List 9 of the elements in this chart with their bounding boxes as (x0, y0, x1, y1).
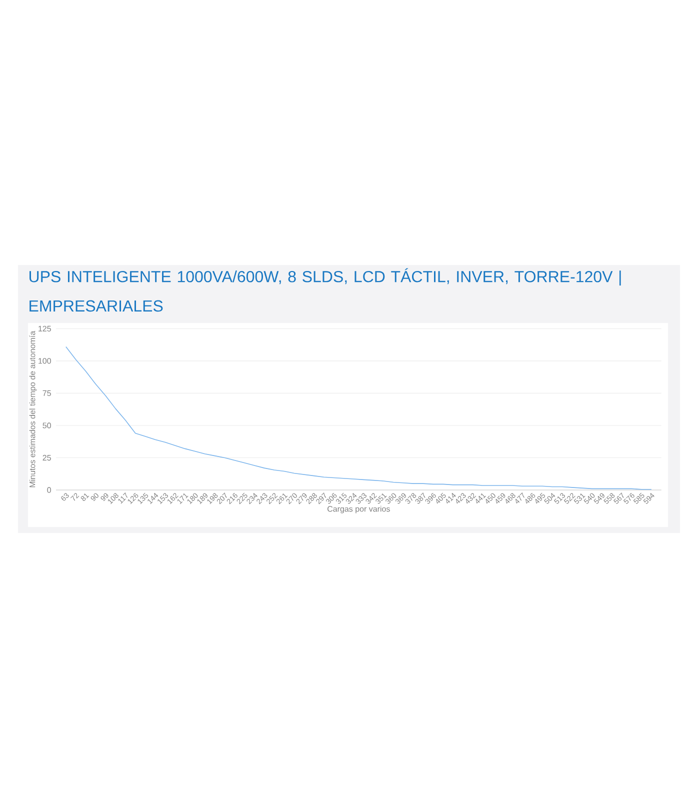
chart-title: UPS INTELIGENTE 1000VA/600W, 8 SLDS, LCD TÁCTIL, INVER, TORRE-120V | EMPRESARIALES (30, 268, 621, 312)
y-tick-label: 25 (42, 454, 51, 461)
y-tick-label: 100 (38, 358, 51, 364)
y-tick-label: 0 (47, 487, 51, 493)
y-tick-label: 50 (42, 422, 51, 428)
y-axis-title: Minutos estimados del tiempo de autonomía (29, 330, 37, 488)
x-axis-title: Cargas por varios (327, 506, 390, 514)
y-tick-label: 125 (38, 326, 51, 332)
y-tick-label: 75 (42, 390, 51, 396)
